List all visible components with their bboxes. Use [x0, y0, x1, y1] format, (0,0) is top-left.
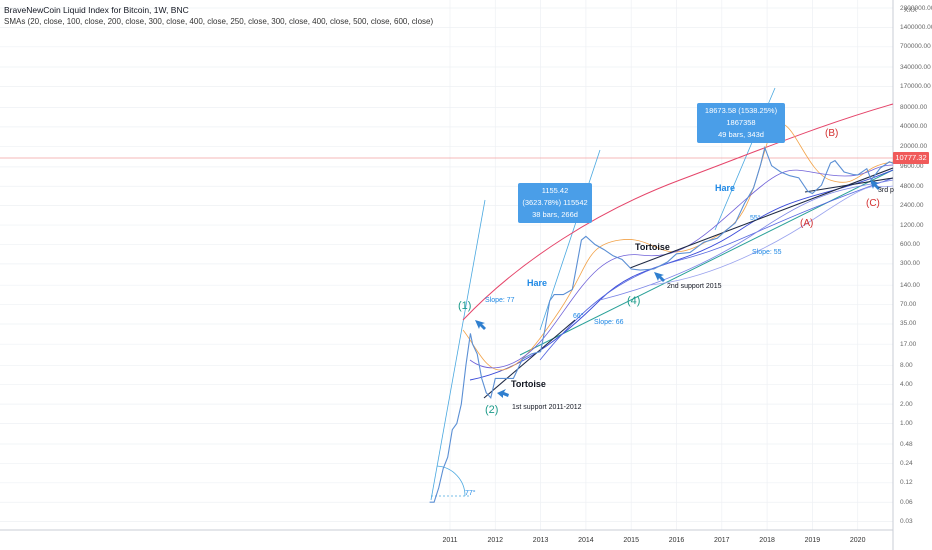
measure-box-2013-line1: 1155.42 (3623.78%) 115542	[522, 186, 588, 207]
y-tick-label: 0.12	[900, 479, 913, 487]
tortoise-label-2012: Tortoise	[511, 379, 546, 389]
sma-legend: SMAs (20, close, 100, close, 200, close,…	[4, 17, 434, 26]
x-tick-label: 2017	[714, 537, 730, 544]
y-tick-label: 1200.00	[900, 221, 924, 229]
x-tick-label: 2013	[532, 537, 549, 544]
y-tick-label: 700000.00	[900, 43, 931, 51]
last-price-tag: 10777.32	[893, 152, 929, 164]
slope-label-77: Slope: 77	[485, 297, 515, 304]
arrow-icon	[475, 180, 880, 398]
log-growth-curve	[462, 103, 894, 321]
y-tick-label: 17.00	[900, 340, 917, 348]
y-tick-label: 0.06	[900, 498, 913, 506]
y-tick-label: 0.48	[900, 440, 913, 448]
x-tick-label: 2015	[623, 537, 639, 544]
tortoise-line-2012	[483, 319, 576, 399]
y-tick-label: 2400.00	[900, 202, 924, 210]
sma-slow-3	[599, 179, 894, 301]
y-tick-label: 300.00	[900, 260, 920, 268]
wave-label-a: (A)	[800, 218, 814, 229]
y-tick-label: 600.00	[900, 240, 920, 248]
tortoise-line-2018	[804, 177, 894, 193]
wave-label-1: (1)	[458, 300, 472, 312]
wave-label-2: (2)	[485, 404, 499, 416]
y-tick-label: 70.00	[900, 301, 917, 309]
tortoise-label-2015: Tortoise	[635, 242, 670, 252]
support-label-2: 2nd support 2015	[667, 283, 722, 290]
sma-fast	[462, 123, 894, 371]
x-tick-label: 2020	[849, 537, 866, 544]
measure-box-2013: 1155.42 (3623.78%) 115542 38 bars, 266d	[518, 183, 592, 223]
chart-title: BraveNewCoin Liquid Index for Bitcoin, 1…	[4, 5, 189, 15]
y-tick-label: 340000.00	[900, 63, 931, 71]
support-label-1: 1st support 2011-2012	[512, 404, 582, 411]
measure-box-2017: 18673.58 (1538.25%) 1867358 49 bars, 343…	[697, 103, 785, 143]
x-tick-label: 2019	[804, 537, 821, 544]
measure-box-2017-line1: 18673.58 (1538.25%) 1867358	[704, 106, 778, 127]
sma-mid	[469, 164, 894, 369]
x-tick-label: 2011	[442, 537, 458, 544]
angle-label-55: 55°	[750, 215, 761, 222]
slope-label-55: Slope: 55	[752, 249, 782, 256]
y-tick-label: 35.00	[900, 320, 917, 328]
y-tick-label: 20000.00	[900, 142, 928, 150]
x-tick-label: 2016	[668, 537, 685, 544]
x-tick-label: 2012	[487, 537, 504, 544]
angle-arc-77	[436, 465, 466, 497]
x-tick-label: 2014	[578, 537, 594, 544]
y-tick-label: 0.03	[900, 518, 913, 526]
hare-line-2011	[430, 199, 486, 501]
wave-label-c: (C)	[866, 198, 880, 209]
y-tick-label: 2800000.00	[900, 4, 932, 12]
slope-label-66: Slope: 66	[594, 319, 624, 326]
y-tick-label: 8.00	[900, 361, 913, 369]
hare-label-2017: Hare	[715, 183, 736, 193]
y-tick-label: 140.00	[900, 281, 920, 289]
y-tick-label: 2.00	[900, 400, 913, 408]
y-tick-label: 4800.00	[900, 182, 924, 190]
grid-lines	[0, 0, 893, 530]
y-tick-label: 1.00	[900, 419, 913, 427]
x-tick-label: 2018	[759, 537, 775, 544]
wave-label-4: (4)	[627, 295, 641, 307]
support-label-3: 3rd p	[878, 187, 894, 194]
price-series-line	[429, 145, 895, 503]
axis-corner-label: XXX	[904, 7, 918, 14]
wave-label-b: (B)	[825, 128, 839, 139]
measure-box-2013-line2: 38 bars, 266d	[532, 210, 578, 219]
measure-box-2017-line2: 49 bars, 343d	[718, 130, 764, 139]
y-tick-label: 170000.00	[900, 82, 931, 90]
y-tick-label: 4.00	[900, 381, 913, 389]
y-tick-label: 0.24	[900, 459, 913, 467]
angle-label-77: 77°	[465, 490, 476, 497]
sma-slow-2	[539, 177, 894, 361]
y-tick-label: 9600.00	[900, 163, 924, 171]
y-tick-label: 40000.00	[900, 123, 928, 131]
y-tick-label: 80000.00	[900, 104, 928, 111]
y-tick-label: 1400000.00	[900, 23, 932, 31]
hare-label-2013: Hare	[527, 278, 548, 288]
angle-label-66: 66°	[573, 313, 584, 320]
